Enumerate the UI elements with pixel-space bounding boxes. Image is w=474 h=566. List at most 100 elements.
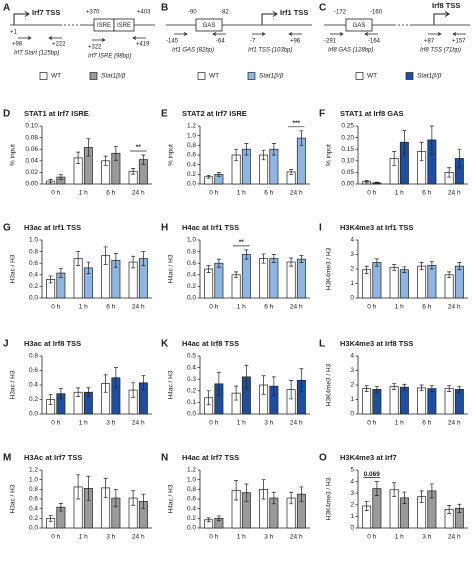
error-bar: [216, 515, 221, 522]
y-axis-label: H3K4me3 / H3: [326, 247, 333, 290]
position-label: +157: [452, 39, 466, 45]
x-tick-label: 24 h: [448, 534, 461, 541]
y-tick-label: 2: [350, 382, 354, 389]
panel-letter: C: [319, 3, 326, 14]
error-bar: [457, 386, 462, 393]
x-tick-label: 1 h: [79, 304, 88, 311]
position-label: +370: [86, 10, 100, 16]
error-bar: [58, 268, 63, 279]
x-tick-label: 24 h: [290, 190, 303, 197]
bar: [427, 388, 437, 415]
legend-swatch: [247, 72, 256, 80]
panel-letter: N: [161, 453, 168, 464]
x-tick-label: 3 h: [264, 534, 273, 541]
y-tick-label: 0.6: [187, 152, 196, 159]
y-tick-label: 1.0: [187, 476, 196, 483]
error-bar: [216, 258, 221, 268]
y-tick-label: 0.6: [29, 367, 38, 374]
y-tick-label: 0.08: [25, 134, 38, 141]
bar: [214, 262, 224, 299]
y-axis-label: % input: [10, 144, 17, 166]
error-bar: [103, 477, 108, 498]
error-bar: [58, 388, 63, 400]
chart-title: H3Ac at Irf7 TSS: [24, 453, 82, 462]
error-bar: [289, 380, 294, 400]
y-tick-label: 1.2: [187, 467, 196, 474]
x-tick-label: 1 h: [79, 534, 88, 541]
x-tick-label: 0 h: [209, 304, 218, 311]
error-bar: [131, 490, 136, 506]
chart-panel: I H3K4me3 at Irf1 TSS H3K4me3 / H3 0 1 2 3 4 0 h…: [319, 223, 468, 311]
error-bar: [103, 374, 108, 393]
y-tick-label: 0.2: [29, 396, 38, 403]
y-tick-label: 1: [350, 513, 354, 520]
panel-letter: H: [161, 223, 168, 234]
panel-letter: L: [319, 339, 325, 350]
bar: [389, 386, 399, 415]
y-tick-label: 5: [350, 467, 354, 474]
amplicon-label: Irf1 GAS (82bp): [172, 48, 214, 54]
y-tick-label: 0.4: [29, 272, 38, 279]
x-tick-label: 0 h: [367, 534, 376, 541]
y-tick-label: 0.8: [187, 248, 196, 255]
error-bar: [86, 387, 91, 397]
error-bar: [206, 390, 211, 406]
panel-letter: A: [3, 3, 10, 14]
y-tick-label: 0: [350, 295, 354, 302]
y-axis-label: H4ac / H3: [168, 254, 175, 283]
chart-panel: H H4ac at Irf1 TSS H4ac / H3 0.0 0.2 0.4 0.6 0.…: [161, 223, 310, 311]
bar: [399, 386, 409, 415]
primer-arrows: [330, 32, 378, 36]
x-tick-label: 24 h: [290, 304, 303, 311]
bar: [372, 389, 382, 415]
x-tick-label: 24 h: [290, 534, 303, 541]
y-tick-label: 0.6: [29, 496, 38, 503]
y-tick-label: 0.2: [29, 515, 38, 522]
x-tick-label: 6 h: [106, 304, 115, 311]
bar: [241, 254, 251, 299]
primer-arrows: [252, 32, 302, 36]
bar: [372, 262, 382, 299]
error-bar: [113, 252, 118, 268]
y-tick-label: 0.8: [187, 486, 196, 493]
chart-panel: N H4ac at Irf7 TSS H4ac / H3 0.0 0.2 0.4 0.6 0.…: [161, 453, 310, 541]
isre-box: [113, 18, 135, 32]
position-label: +403: [137, 10, 151, 16]
y-tick-label: 0.0: [29, 295, 38, 302]
chart-title: H3K4me3 at Irf1 TSS: [340, 223, 413, 232]
legend-swatch: [355, 72, 364, 80]
x-tick-label: 1 h: [237, 534, 246, 541]
position-label: +419: [136, 42, 150, 48]
error-bar: [447, 271, 452, 279]
y-tick-label: 0.0: [187, 411, 196, 418]
x-tick-label: 24 h: [448, 190, 461, 197]
box-label: ISRE: [117, 23, 131, 29]
error-bar: [364, 385, 369, 392]
position-label: -64: [216, 39, 225, 45]
y-tick-label: 0.6: [187, 496, 196, 503]
tss-label: Irf1 TSS: [280, 8, 308, 17]
x-tick-label: 24 h: [448, 304, 461, 311]
error-bar: [48, 275, 53, 284]
x-tick-label: 3 h: [422, 534, 431, 541]
y-tick-label: 0.6: [29, 260, 38, 267]
y-tick-label: 0.0: [187, 181, 196, 188]
y-tick-label: 0.4: [187, 364, 196, 371]
legend-label: WT: [209, 73, 219, 80]
y-tick-label: 0.2: [29, 283, 38, 290]
x-tick-label: 6 h: [422, 190, 431, 197]
x-tick-label: 1 h: [237, 304, 246, 311]
error-bar: [419, 141, 424, 162]
error-bar: [271, 254, 276, 263]
legend-label: Stat1β/β: [259, 73, 284, 80]
bar: [362, 388, 372, 415]
error-bar: [289, 257, 294, 267]
error-bar: [244, 249, 249, 260]
position-label: -160: [370, 10, 383, 16]
error-bar: [206, 517, 211, 523]
position-label: -90: [188, 10, 197, 16]
legend-swatch: [89, 72, 98, 80]
y-tick-label: 0.3: [187, 376, 196, 383]
chart-title: STAT1 at Irf8 GAS: [340, 109, 403, 118]
x-tick-label: 24 h: [448, 420, 461, 427]
